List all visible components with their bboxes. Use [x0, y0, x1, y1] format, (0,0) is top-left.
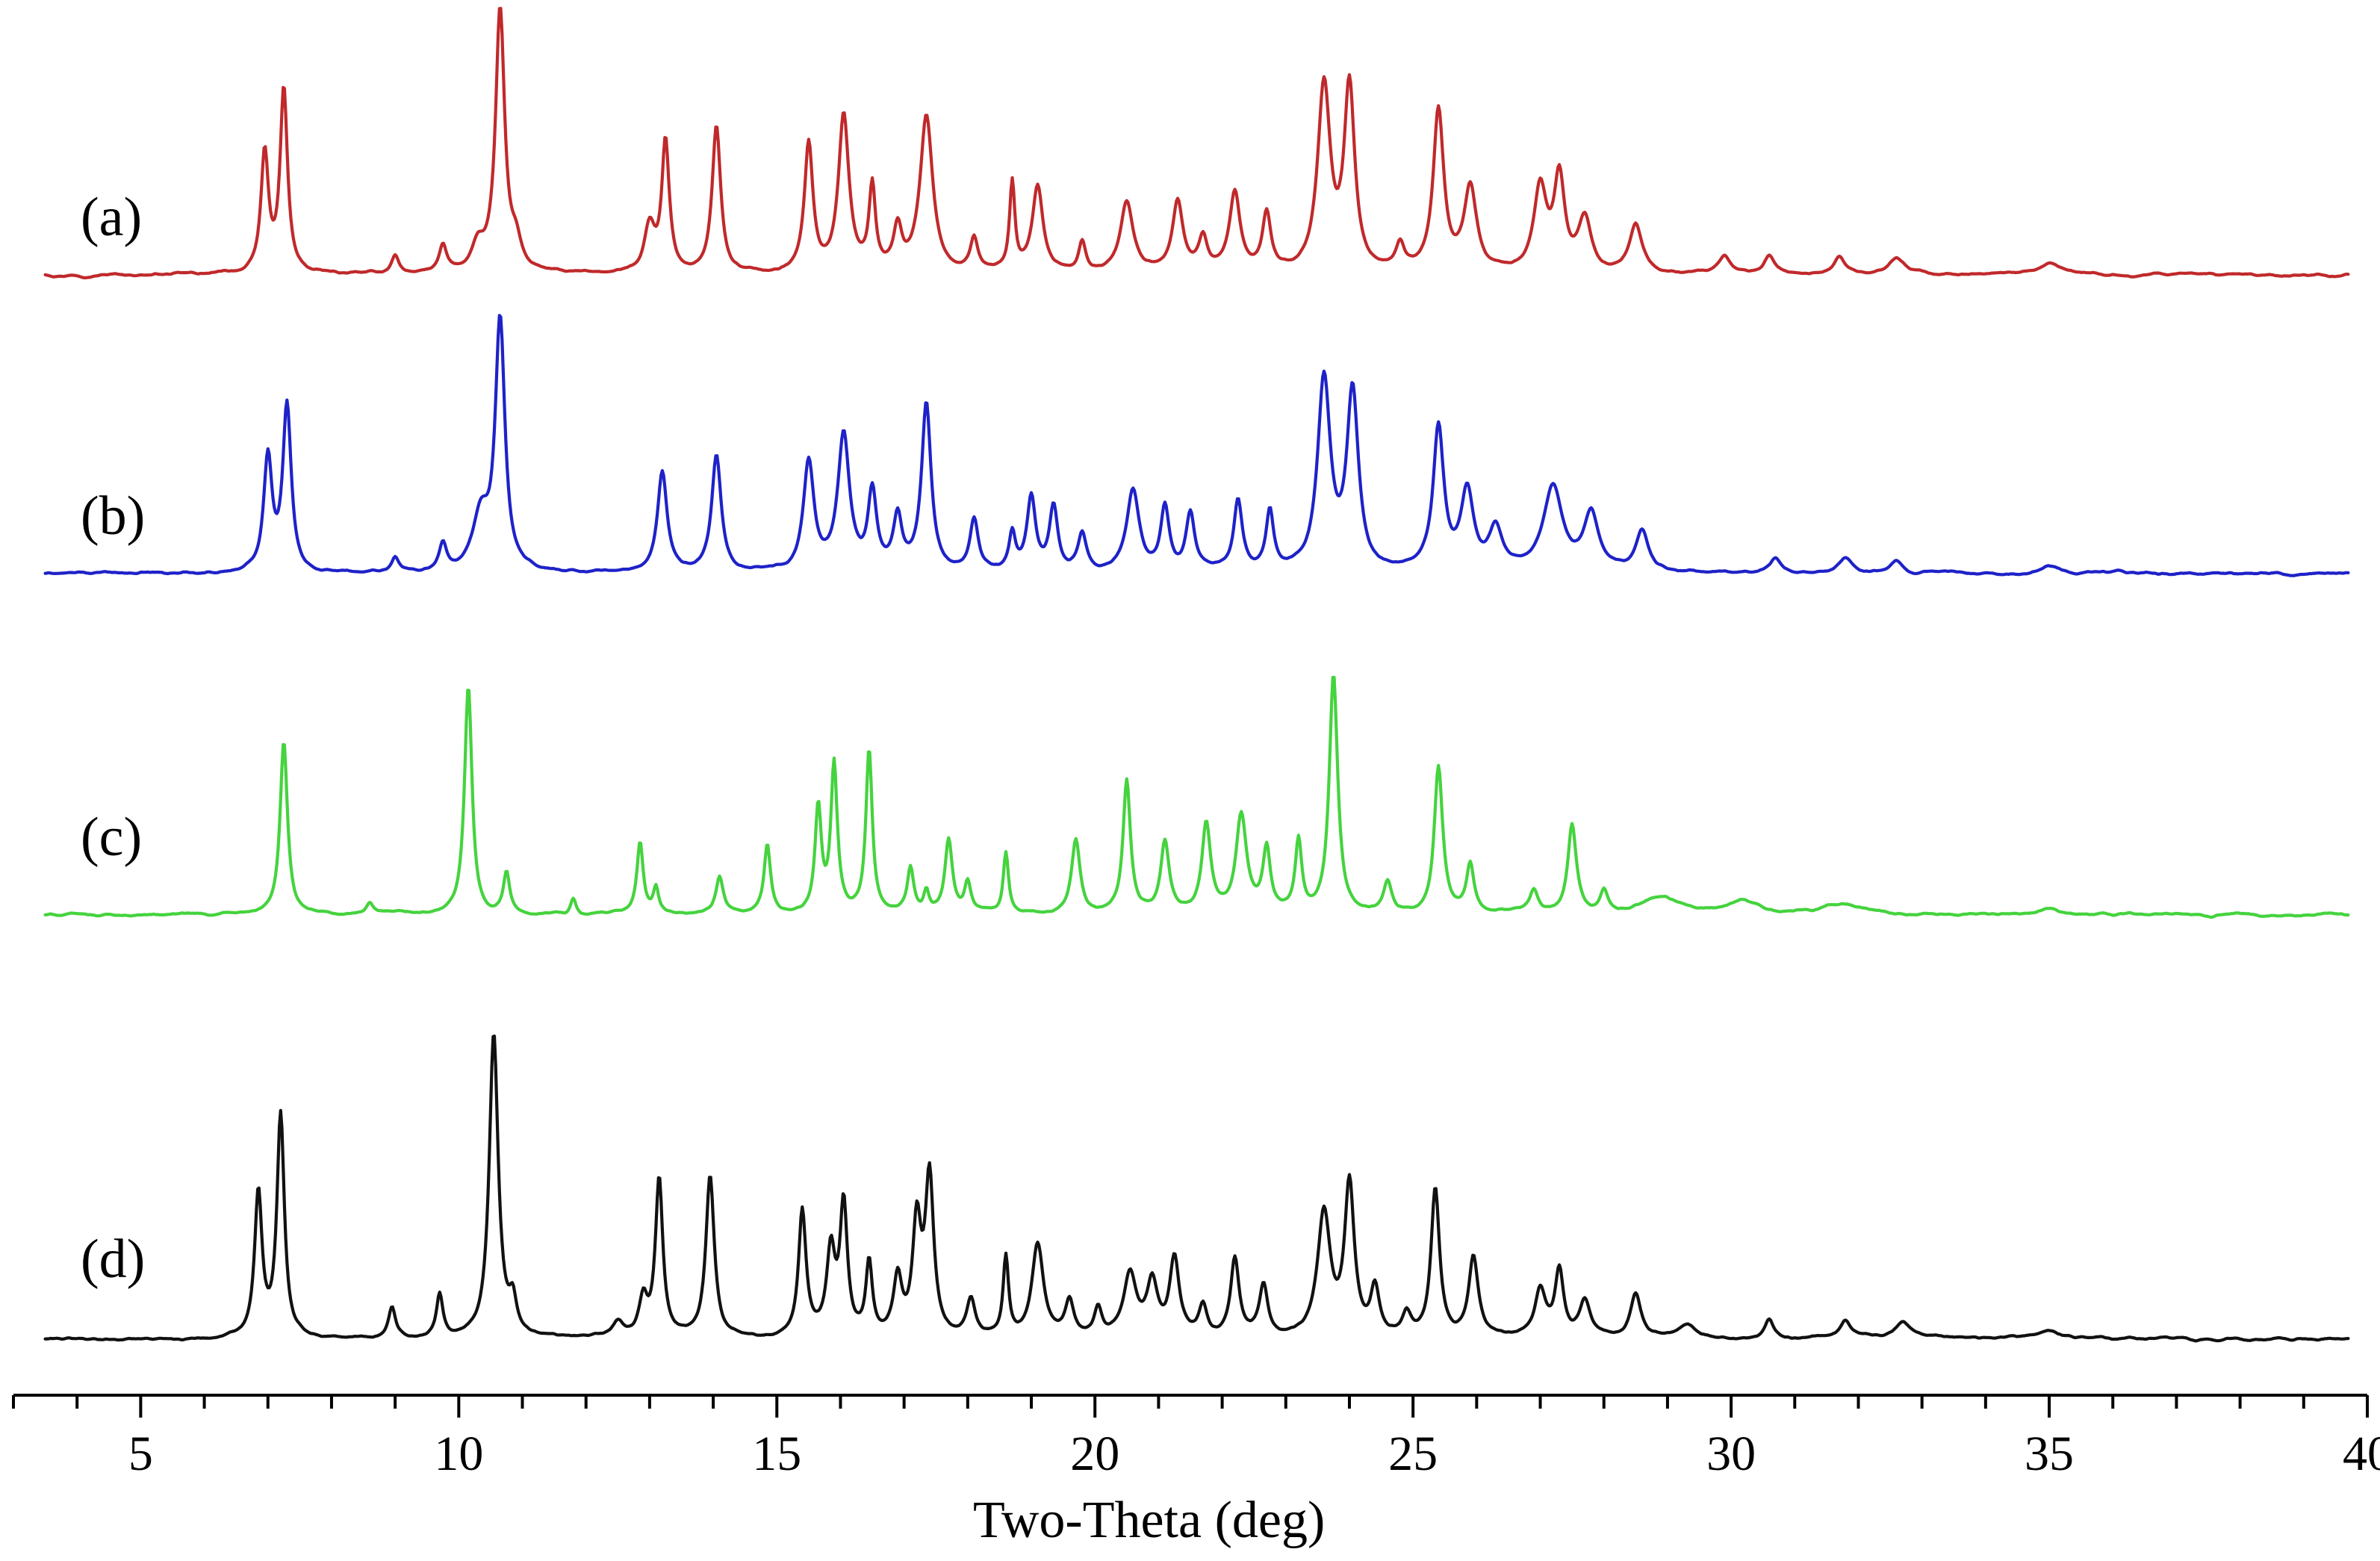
x-tick-label: 40 [2343, 1427, 2380, 1481]
series-label-1: (a) [81, 187, 142, 248]
x-tick-label: 20 [1070, 1427, 1119, 1481]
x-tick-label: 10 [434, 1427, 483, 1481]
x-tick-label: 15 [752, 1427, 801, 1481]
series-trace-3 [43, 675, 2350, 919]
traces [43, 7, 2350, 1343]
x-tick-label: 25 [1388, 1427, 1438, 1481]
series-labels: (a) (b) (c) (d) [81, 187, 145, 1290]
x-axis: 5 10 15 20 25 30 35 40 Two-Theta (deg) [12, 1394, 2380, 1549]
x-axis-title: Two-Theta (deg) [973, 1492, 1325, 1549]
series-trace-4 [43, 1034, 2350, 1343]
series-label-3: (c) [81, 807, 142, 868]
series-trace-2 [43, 314, 2350, 577]
x-tick-label: 35 [2025, 1427, 2074, 1481]
x-axis-ticks [12, 1395, 2369, 1418]
series-trace-1 [43, 7, 2350, 280]
x-axis-tick-labels: 5 10 15 20 25 30 35 40 [128, 1427, 2380, 1481]
x-tick-label: 30 [1706, 1427, 1756, 1481]
series-label-2: (b) [81, 485, 145, 547]
x-tick-label: 5 [128, 1427, 153, 1481]
series-label-4: (d) [81, 1229, 145, 1290]
